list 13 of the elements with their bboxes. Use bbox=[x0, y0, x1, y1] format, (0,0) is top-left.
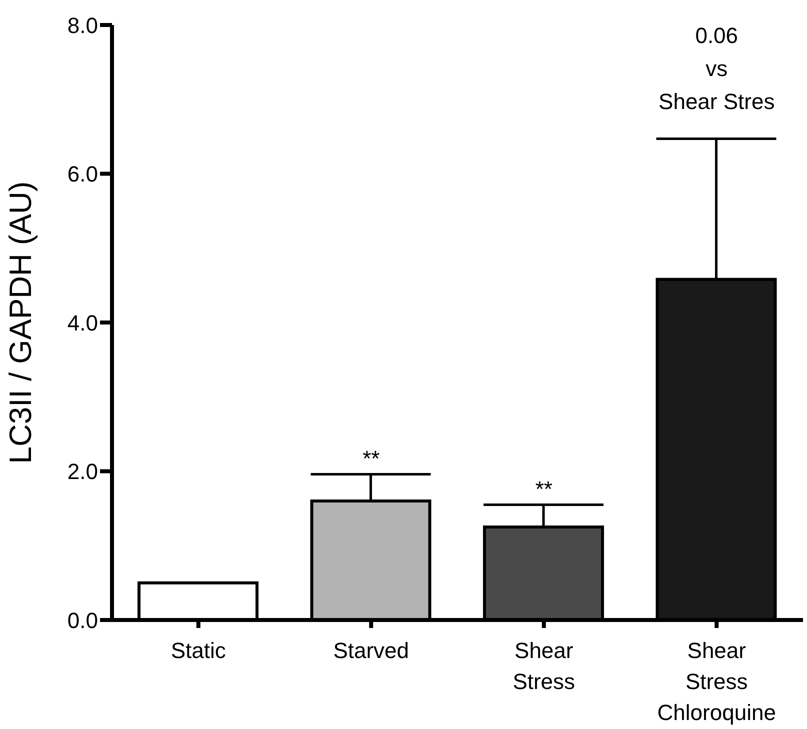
y-tick-label: 0.0 bbox=[67, 608, 98, 633]
y-tick-label: 2.0 bbox=[67, 459, 98, 484]
x-tick-label: Static bbox=[170, 638, 226, 663]
annotation: 0.06 vs Shear Stres bbox=[658, 22, 775, 114]
annotation: ** bbox=[362, 446, 380, 472]
y-tick-label: 8.0 bbox=[67, 12, 98, 38]
annotation: ** bbox=[535, 476, 553, 502]
y-tick-label: 4.0 bbox=[67, 310, 98, 336]
y-tick-label: 6.0 bbox=[67, 162, 98, 187]
x-tick-label: Shear Stress Chloroquine bbox=[657, 638, 776, 725]
y-axis-title: LC3II / GAPDH (AU) bbox=[3, 181, 38, 464]
x-tick-label: Shear Stress bbox=[512, 638, 576, 694]
x-tick-label: Starved bbox=[333, 638, 410, 663]
